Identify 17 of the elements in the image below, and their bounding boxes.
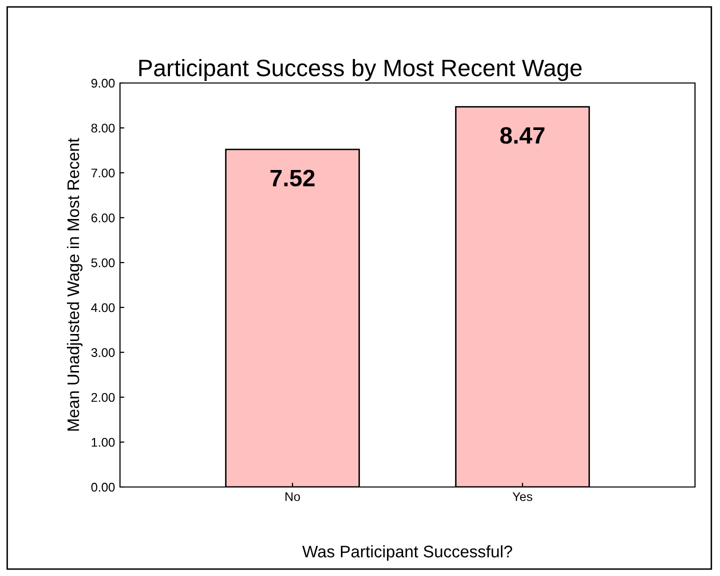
y-tick-label: 0.00 — [91, 482, 115, 492]
x-axis-title: Was Participant Successful? — [302, 545, 512, 561]
y-tick-label: 7.00 — [91, 168, 115, 178]
chart-title: Participant Success by Most Recent Wage — [139, 58, 582, 82]
y-tick-label: 9.00 — [91, 78, 115, 88]
x-tick-label: Yes — [512, 492, 532, 502]
y-axis-title: Mean Unadjusted Wage in Most Recent — [66, 138, 82, 431]
y-tick-label: 1.00 — [92, 438, 115, 447]
y-tick-label: 2.00 — [91, 393, 115, 402]
y-tick-label: 4.00 — [91, 303, 115, 312]
x-tick-label: No — [286, 492, 300, 502]
y-tick-label: 6.00 — [91, 213, 115, 222]
data-label: 7.52 — [270, 170, 315, 186]
y-tick-label: 5.00 — [91, 258, 115, 268]
y-tick-label: 8.00 — [91, 124, 115, 133]
data-label: 8.47 — [500, 127, 544, 144]
y-tick-label: 3.00 — [91, 348, 115, 357]
